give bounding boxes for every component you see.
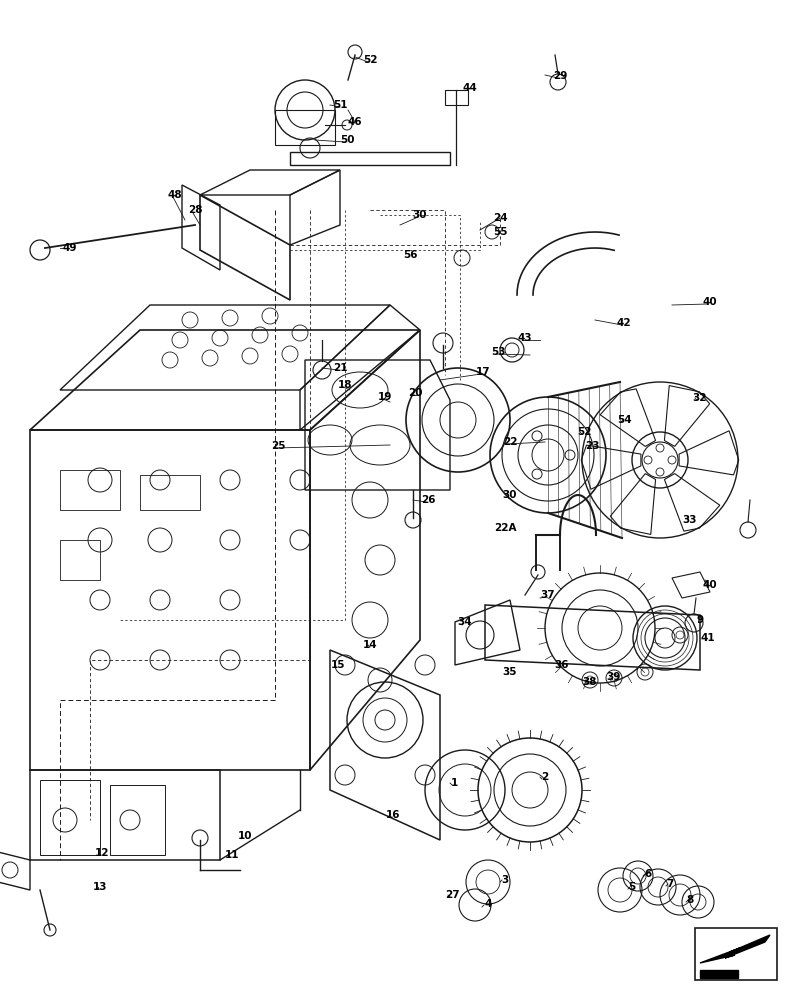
- Text: 23: 23: [585, 441, 599, 451]
- Text: 49: 49: [63, 243, 77, 253]
- Text: 24: 24: [492, 213, 507, 223]
- Text: 35: 35: [503, 667, 517, 677]
- Text: 53: 53: [491, 347, 505, 357]
- Text: 27: 27: [444, 890, 459, 900]
- Text: 13: 13: [93, 882, 107, 892]
- Text: 40: 40: [703, 580, 717, 590]
- Text: 1: 1: [451, 778, 458, 788]
- Text: 51: 51: [333, 100, 348, 110]
- Polygon shape: [700, 935, 770, 963]
- Text: 30: 30: [503, 490, 517, 500]
- Text: 7: 7: [667, 879, 674, 889]
- Polygon shape: [700, 970, 738, 978]
- Text: 4: 4: [485, 899, 492, 909]
- Text: 29: 29: [553, 71, 567, 81]
- Text: 48: 48: [168, 190, 182, 200]
- Text: 22A: 22A: [494, 523, 516, 533]
- Text: 17: 17: [476, 367, 490, 377]
- Text: 12: 12: [95, 848, 110, 858]
- Text: 54: 54: [618, 415, 632, 425]
- Text: 46: 46: [348, 117, 362, 127]
- Text: 2: 2: [541, 772, 548, 782]
- Text: 32: 32: [693, 393, 708, 403]
- Text: 10: 10: [238, 831, 252, 841]
- Text: 16: 16: [386, 810, 400, 820]
- Text: 6: 6: [645, 869, 652, 879]
- Bar: [695, 928, 777, 980]
- Text: 5: 5: [628, 882, 636, 892]
- Text: 39: 39: [607, 672, 621, 682]
- Text: 36: 36: [555, 660, 569, 670]
- Text: 55: 55: [492, 227, 507, 237]
- Text: 37: 37: [541, 590, 556, 600]
- Text: 41: 41: [701, 633, 716, 643]
- Text: 34: 34: [458, 617, 472, 627]
- Text: 56: 56: [403, 250, 418, 260]
- Text: 14: 14: [362, 640, 377, 650]
- Text: 42: 42: [617, 318, 631, 328]
- Text: 52: 52: [362, 55, 377, 65]
- Text: 44: 44: [463, 83, 478, 93]
- Text: 25: 25: [271, 441, 285, 451]
- Text: 18: 18: [338, 380, 352, 390]
- Text: 9: 9: [697, 615, 704, 625]
- Text: 26: 26: [421, 495, 435, 505]
- Text: 30: 30: [413, 210, 427, 220]
- Text: 38: 38: [583, 677, 597, 687]
- Text: 11: 11: [225, 850, 240, 860]
- Text: 19: 19: [377, 392, 392, 402]
- Text: 40: 40: [703, 297, 717, 307]
- Text: 20: 20: [407, 388, 422, 398]
- Text: 3: 3: [501, 875, 508, 885]
- Text: 8: 8: [686, 895, 693, 905]
- Text: 50: 50: [340, 135, 355, 145]
- Text: 28: 28: [188, 205, 203, 215]
- Text: 52: 52: [577, 427, 591, 437]
- Text: 43: 43: [518, 333, 533, 343]
- Text: 33: 33: [682, 515, 697, 525]
- Text: 22: 22: [503, 437, 517, 447]
- Text: 21: 21: [333, 363, 348, 373]
- Text: 15: 15: [331, 660, 345, 670]
